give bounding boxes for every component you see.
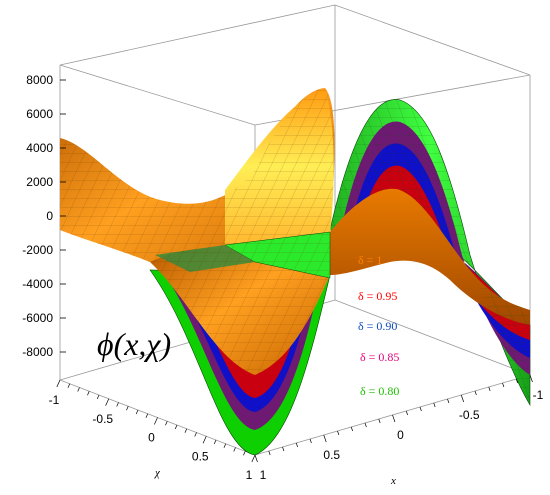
surface-mesh-right — [330, 99, 530, 405]
x-tick-mark — [254, 454, 258, 463]
chi-tick-mark — [223, 443, 227, 448]
x-tick-label: 1 — [260, 468, 267, 482]
x-tick-mark — [378, 418, 381, 424]
chi-tick-mark — [243, 451, 246, 456]
x-tick-mark — [268, 450, 271, 456]
x-tick-mark — [364, 422, 367, 428]
x-axis: -1 -0.5 0 0.5 1 — [254, 374, 544, 482]
chi-tick-mark — [174, 424, 178, 430]
x-tick-mark — [282, 446, 285, 452]
chi-axis-label: χ — [154, 467, 161, 479]
x-tick-mark — [502, 382, 505, 388]
x-tick-label: 0 — [397, 428, 404, 442]
chi-tick-label: -1 — [49, 393, 60, 407]
x-tick-label: -0.5 — [459, 408, 480, 422]
x-tick-mark — [295, 442, 298, 448]
z-axis: 8000 6000 4000 2000 0 -2000 -4000 -6000 -8000 — [22, 73, 66, 359]
chi-tick-mark — [56, 379, 61, 388]
z-tick-label: 4000 — [26, 141, 53, 155]
chi-tick-label: -0.5 — [92, 412, 113, 426]
chi-tick-mark — [145, 413, 149, 418]
chi-tick-mark — [105, 398, 110, 406]
chi-tick-mark — [213, 439, 217, 445]
x-tick-mark — [309, 438, 312, 444]
chi-tick-mark — [165, 421, 168, 426]
x-tick-mark — [323, 434, 327, 443]
z-tick-label: 2000 — [26, 175, 53, 189]
x-axis-label: x — [390, 475, 396, 487]
chi-tick-mark — [116, 402, 119, 407]
chi-tick-label: 0.5 — [192, 449, 209, 463]
chi-tick-label: 1 — [246, 468, 253, 482]
z-tick-label: 8000 — [26, 73, 53, 87]
chi-tick-mark — [202, 436, 207, 444]
surface-delta-1-right — [330, 188, 530, 325]
legend: δ = 1 δ = 0.95 δ = 0.90 δ = 0.85 δ = 0.80 — [358, 253, 399, 398]
x-tick-mark — [419, 406, 422, 412]
z-tick-label: 6000 — [26, 107, 53, 121]
x-tick-mark — [529, 374, 533, 383]
z-tick-label: 0 — [46, 209, 53, 223]
chi-tick-mark — [87, 391, 90, 396]
legend-entry: δ = 0.95 — [358, 289, 397, 303]
x-tick-mark — [515, 378, 518, 384]
chi-tick-mark — [154, 417, 158, 425]
z-tick-label: -6000 — [22, 311, 53, 325]
x-tick-label: -1 — [533, 388, 544, 402]
chi-tick-label: 0 — [148, 431, 155, 445]
x-tick-mark — [474, 390, 477, 396]
x-tick-mark — [350, 426, 353, 432]
chi-tick-mark — [251, 454, 256, 463]
x-tick-label: 0.5 — [323, 448, 340, 462]
legend-entry: δ = 0.90 — [358, 319, 397, 333]
x-tick-mark — [447, 398, 450, 404]
chi-tick-mark — [184, 428, 188, 433]
x-tick-mark — [337, 430, 340, 436]
x-tick-mark — [405, 410, 408, 416]
legend-entry: δ = 0.85 — [360, 350, 399, 364]
x-tick-mark — [433, 402, 436, 408]
chi-tick-mark — [194, 432, 197, 437]
chi-tick-mark — [67, 383, 71, 388]
x-tick-mark — [488, 386, 491, 392]
chi-tick-mark — [233, 447, 236, 452]
chi-tick-mark — [77, 387, 80, 392]
surface-mesh — [60, 88, 335, 375]
legend-entry: δ = 0.80 — [360, 384, 399, 398]
chi-tick-mark — [135, 409, 139, 415]
x-tick-mark — [460, 394, 465, 403]
z-tick-label: -2000 — [22, 243, 53, 257]
surface-layers — [60, 88, 531, 456]
z-tick-label: -8000 — [22, 345, 53, 359]
chi-axis: -1 -0.5 0 0.5 1 — [49, 379, 256, 482]
chi-tick-mark — [126, 406, 129, 411]
x-tick-mark — [392, 414, 396, 423]
function-title: ϕ(x,χ) — [97, 326, 171, 362]
chi-tick-mark — [96, 394, 100, 400]
z-tick-label: -4000 — [22, 277, 53, 291]
legend-entry: δ = 1 — [358, 253, 382, 267]
